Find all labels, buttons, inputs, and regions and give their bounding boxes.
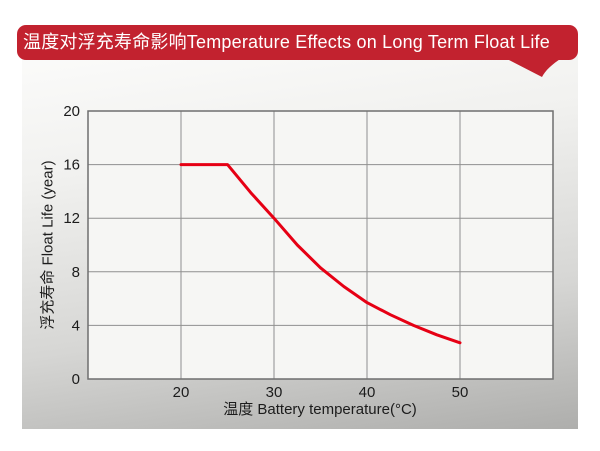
y-tick-label: 16 [63, 157, 80, 174]
banner-title: 温度对浮充寿命影响Temperature Effects on Long Ter… [23, 32, 550, 52]
plot-area [88, 111, 553, 379]
plot-border [87, 110, 554, 380]
y-tick-label: 20 [63, 103, 80, 120]
x-axis-title: 温度 Battery temperature(°C) [223, 401, 417, 418]
y-tick-label: 8 [72, 264, 80, 281]
x-tick-label: 40 [359, 384, 376, 401]
y-tick-label: 12 [63, 210, 80, 227]
y-axis-title: 浮充寿命 Float Life (year) [39, 160, 57, 330]
title-banner: 温度对浮充寿命影响Temperature Effects on Long Ter… [17, 25, 578, 60]
x-tick-label: 50 [452, 384, 469, 401]
x-tick-label: 20 [173, 384, 190, 401]
y-tick-label: 4 [72, 317, 80, 334]
float-life-curve [179, 163, 462, 345]
y-tick-label: 0 [72, 371, 80, 388]
x-tick-label: 30 [266, 384, 283, 401]
banner-tail [505, 58, 562, 77]
